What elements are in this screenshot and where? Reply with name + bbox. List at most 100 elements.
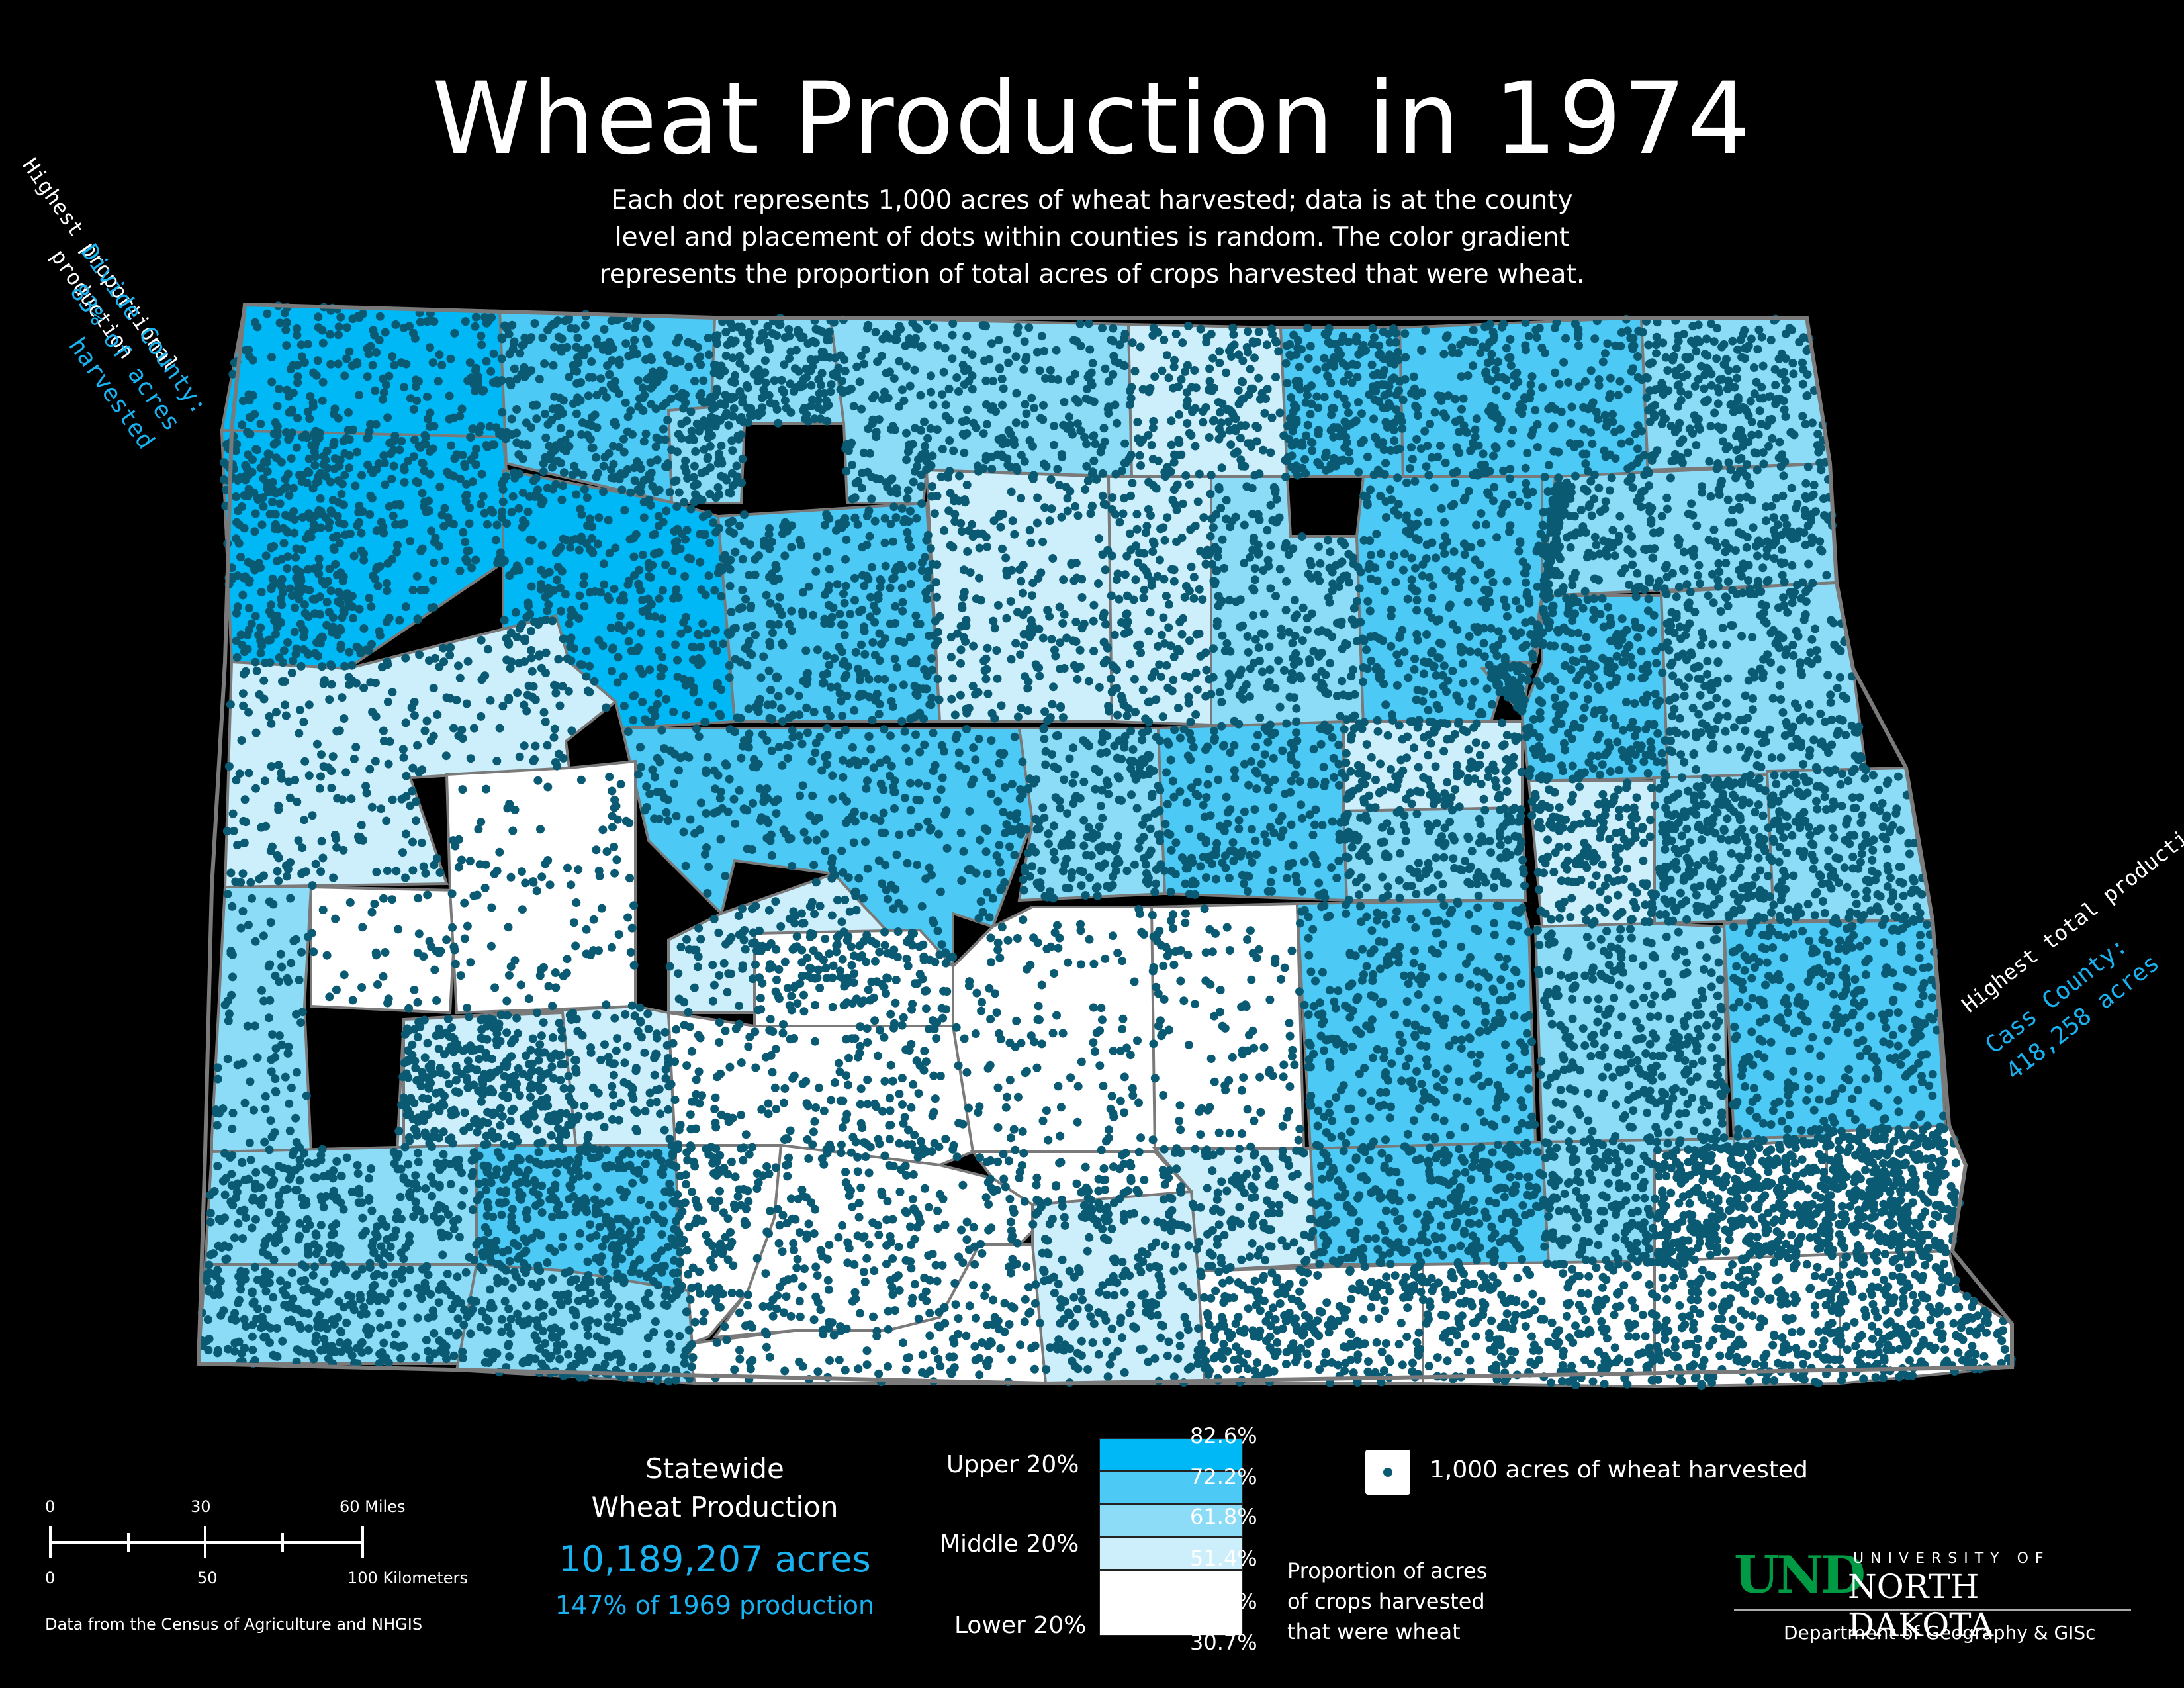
wheat-dot — [999, 384, 1008, 393]
wheat-dot — [1679, 547, 1688, 557]
wheat-dot — [1695, 579, 1704, 588]
wheat-dot — [1559, 357, 1569, 367]
wheat-dot — [1617, 569, 1626, 578]
wheat-dot — [1719, 423, 1728, 432]
wheat-dot — [429, 575, 437, 585]
wheat-dot — [1551, 495, 1560, 504]
wheat-dot — [559, 468, 569, 477]
wheat-dot — [737, 430, 745, 440]
wheat-dot — [1612, 677, 1621, 686]
wheat-dot — [825, 335, 834, 344]
wheat-dot — [1258, 667, 1267, 677]
wheat-dot — [1736, 743, 1745, 751]
wheat-dot — [365, 427, 374, 436]
wheat-dot — [833, 580, 842, 589]
wheat-dot — [1285, 340, 1295, 349]
wheat-dot — [1615, 512, 1625, 521]
wheat-dot — [917, 451, 927, 459]
wheat-dot — [638, 669, 647, 679]
wheat-dot — [507, 414, 516, 424]
wheat-dot — [1432, 616, 1441, 626]
wheat-dot — [1463, 598, 1473, 607]
wheat-dot — [659, 424, 668, 434]
wheat-dot — [1024, 323, 1034, 332]
wheat-dot — [1624, 524, 1633, 534]
wheat-dot — [1753, 345, 1762, 354]
wheat-dot — [910, 340, 919, 349]
wheat-dot — [1631, 592, 1641, 602]
wheat-dot — [707, 431, 716, 440]
wheat-dot — [1612, 651, 1621, 661]
wheat-dot — [868, 394, 877, 403]
wheat-dot — [1680, 757, 1689, 767]
wheat-dot — [873, 357, 882, 367]
wheat-dot — [1212, 567, 1221, 576]
wheat-dot — [1249, 611, 1257, 620]
wheat-dot — [701, 467, 710, 476]
wheat-dot — [1320, 353, 1329, 363]
wheat-dot — [1409, 372, 1418, 381]
wheat-dot — [1002, 614, 1011, 623]
wheat-dot — [1586, 428, 1596, 437]
wheat-dot — [767, 538, 776, 547]
wheat-dot — [813, 552, 822, 561]
wheat-dot — [633, 376, 643, 385]
wheat-dot — [840, 657, 849, 666]
wheat-dot — [1359, 536, 1369, 545]
wheat-dot — [599, 559, 608, 569]
wheat-dot — [738, 328, 747, 337]
wheat-dot — [840, 598, 849, 608]
wheat-dot — [920, 553, 929, 562]
wheat-dot — [874, 590, 883, 600]
wheat-dot — [1394, 355, 1403, 365]
wheat-dot — [1082, 461, 1091, 471]
wheat-dot — [775, 592, 784, 602]
wheat-dot — [1306, 438, 1316, 447]
wheat-dot — [1683, 448, 1692, 457]
wheat-dot — [1515, 497, 1524, 506]
wheat-dot — [929, 323, 938, 332]
wheat-dot — [634, 579, 643, 588]
wheat-dot — [1183, 419, 1192, 428]
wheat-dot — [1144, 627, 1154, 635]
wheat-dot — [1113, 710, 1122, 720]
wheat-dot — [1209, 644, 1218, 653]
wheat-dot — [598, 345, 608, 354]
wheat-dot — [1298, 603, 1308, 612]
wheat-dot — [790, 364, 799, 373]
wheat-dot — [648, 482, 657, 491]
wheat-dot — [1427, 648, 1436, 657]
wheat-dot — [1544, 404, 1553, 414]
wheat-dot — [1649, 410, 1659, 419]
wheat-dot — [1118, 509, 1128, 518]
wheat-dot — [842, 671, 851, 680]
wheat-dot — [1325, 563, 1334, 573]
wheat-dot — [524, 602, 533, 610]
wheat-dot — [880, 538, 889, 547]
wheat-dot — [729, 529, 739, 538]
wheat-dot — [1804, 559, 1813, 569]
wheat-dot — [910, 365, 919, 375]
wheat-dot — [335, 539, 344, 548]
wheat-dot — [868, 419, 877, 428]
wheat-dot — [696, 352, 705, 361]
wheat-dot — [1696, 728, 1706, 737]
wheat-dot — [774, 320, 784, 330]
wheat-dot — [1713, 542, 1722, 551]
wheat-dot — [1447, 343, 1457, 352]
wheat-dot — [1441, 565, 1451, 575]
wheat-dot — [1533, 620, 1542, 630]
wheat-dot — [1668, 671, 1678, 680]
wheat-dot — [1353, 373, 1362, 382]
wheat-dot — [1412, 391, 1421, 400]
wheat-dot — [261, 551, 271, 561]
wheat-dot — [683, 677, 692, 686]
wheat-dot — [1522, 591, 1531, 600]
wheat-dot — [1088, 467, 1097, 477]
wheat-dot — [953, 629, 962, 638]
wheat-dot — [1201, 551, 1210, 560]
wheat-dot — [1249, 536, 1258, 545]
wheat-dot — [366, 491, 375, 500]
wheat-dot — [527, 627, 535, 635]
wheat-dot — [1335, 353, 1344, 363]
